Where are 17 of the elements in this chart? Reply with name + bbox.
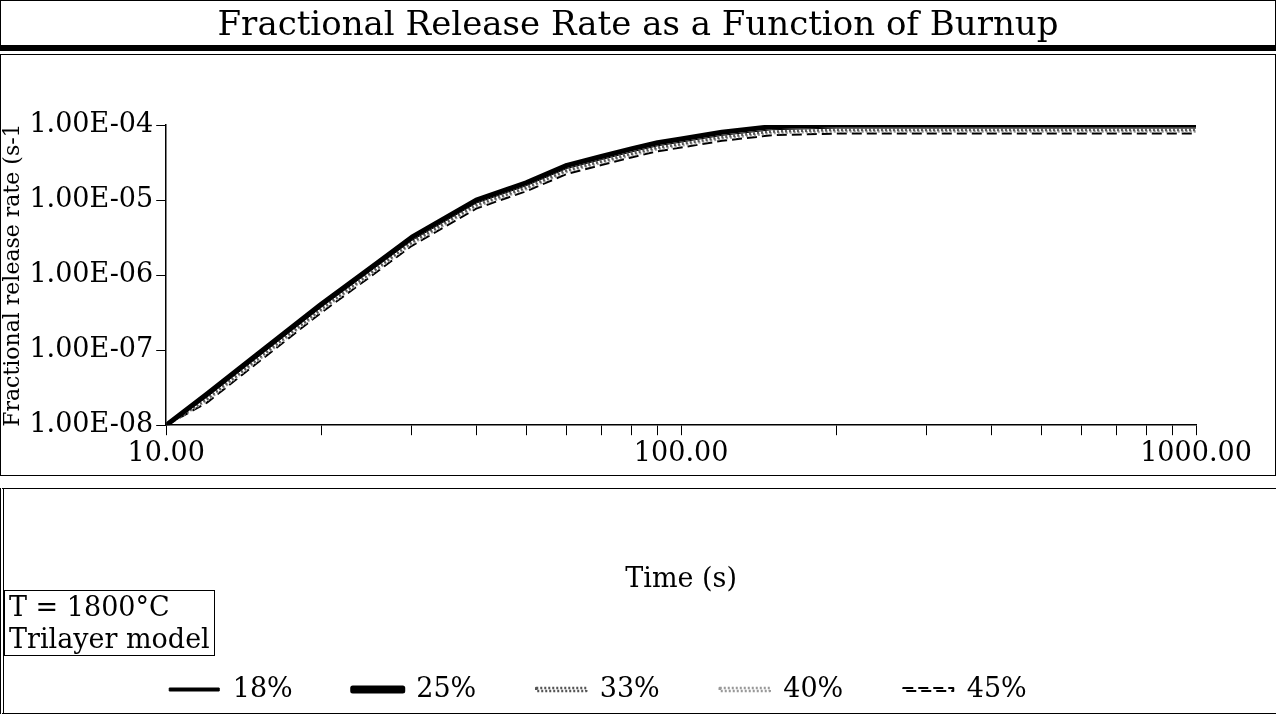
x-tick-label: 100.00: [633, 436, 729, 468]
y-tick-label: 1.00E-07: [29, 332, 154, 364]
legend-label: 45%: [966, 671, 1027, 703]
legend-label: 33%: [599, 671, 660, 703]
y-tick-label: 1.00E-04: [29, 107, 154, 139]
y-tick-label: 1.00E-06: [29, 257, 154, 289]
legend-label: 25%: [416, 671, 477, 703]
y-axis-title: Fractional release rate (s-1: [0, 123, 24, 427]
chart-title: Fractional Release Rate as a Function of Burnup: [0, 0, 1276, 51]
y-tick-label: 1.00E-08: [29, 407, 154, 439]
y-tick-label: 1.00E-05: [29, 182, 154, 214]
x-tick-label: 1000.00: [1140, 436, 1252, 468]
legend-label: 18%: [232, 671, 293, 703]
x-axis-title: Time (s): [625, 561, 737, 593]
x-tick-label: 10.00: [127, 436, 205, 468]
legend-label: 40%: [783, 671, 844, 703]
text: T = 1800°C Trilayer model: [4, 590, 215, 656]
